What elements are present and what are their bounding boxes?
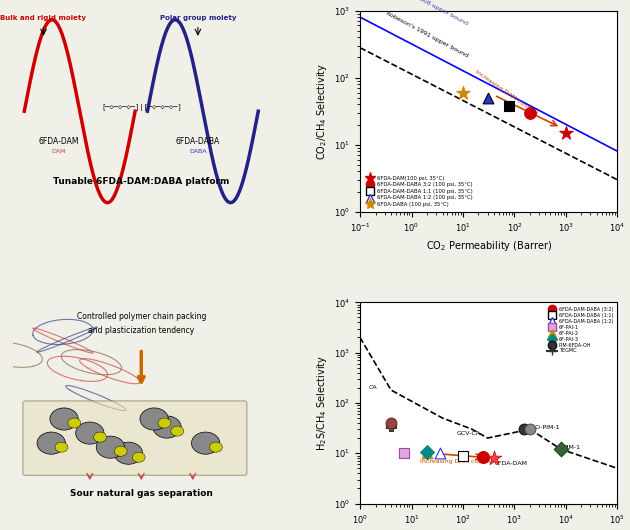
Y-axis label: CO$_2$/CH$_4$ Selectivity: CO$_2$/CH$_4$ Selectivity xyxy=(315,63,329,160)
Circle shape xyxy=(171,426,184,436)
Circle shape xyxy=(76,422,104,444)
Text: Increasing DAM content: Increasing DAM content xyxy=(420,460,496,464)
Point xyxy=(525,109,535,117)
PIM-1 xyxy=(556,445,566,454)
PIM-6FDA-OH xyxy=(518,425,529,434)
Text: Bulk and rigid moiety: Bulk and rigid moiety xyxy=(1,15,86,21)
Circle shape xyxy=(158,418,171,428)
Point xyxy=(561,129,571,137)
Circle shape xyxy=(50,408,78,430)
Text: PIM-1: PIM-1 xyxy=(564,445,581,450)
Circle shape xyxy=(68,418,81,428)
Text: GCV-CA: GCV-CA xyxy=(457,431,481,436)
Circle shape xyxy=(140,408,168,430)
Circle shape xyxy=(96,436,125,458)
Text: 6FDA-DAM: 6FDA-DAM xyxy=(38,137,79,146)
6FDA-DAM xyxy=(489,454,499,462)
Text: 6FDA-DABA: 6FDA-DABA xyxy=(176,137,220,146)
Text: and plasticization tendency: and plasticization tendency xyxy=(88,326,195,335)
Circle shape xyxy=(55,442,68,452)
Text: Increasing DAM content: Increasing DAM content xyxy=(474,68,539,116)
Circle shape xyxy=(94,432,106,442)
Circle shape xyxy=(192,432,220,454)
Circle shape xyxy=(37,432,66,454)
Point xyxy=(483,94,493,102)
6F-PAI-1 xyxy=(399,449,409,457)
Text: DABA: DABA xyxy=(189,149,207,154)
Text: Robeson's 2008 upper bound: Robeson's 2008 upper bound xyxy=(384,0,468,26)
Circle shape xyxy=(114,442,142,464)
6FDA-DAM-DABA (1:1) xyxy=(458,451,468,460)
Text: Sour natural gas separation: Sour natural gas separation xyxy=(70,489,213,498)
Text: 6FDA-DAM: 6FDA-DAM xyxy=(495,461,528,466)
Circle shape xyxy=(114,446,127,456)
6F-PAI-3 xyxy=(422,448,432,456)
Text: Controlled polymer chain packing: Controlled polymer chain packing xyxy=(77,312,206,321)
Text: [─◇─◇─◇─]|[─◇─◇─◇─]: [─◇─◇─◇─]|[─◇─◇─◇─] xyxy=(101,104,181,111)
X-axis label: CO$_2$ Permeability (Barrer): CO$_2$ Permeability (Barrer) xyxy=(426,240,552,253)
FancyBboxPatch shape xyxy=(23,401,247,475)
AO-PIM-1 xyxy=(525,425,535,434)
6F-PAI-2 xyxy=(422,449,432,457)
Text: CA: CA xyxy=(369,385,378,390)
Text: Polar group moiety: Polar group moiety xyxy=(159,15,236,21)
Text: Tunable 6FDA-DAM:DABA platform: Tunable 6FDA-DAM:DABA platform xyxy=(53,177,229,186)
Point xyxy=(505,102,515,110)
Legend: 6FDA-DAM-DABA (3:2), 6FDA-DAM-DABA (1:1), 6FDA-DAM-DABA (1:2), 6F-PAI-1, 6F-PAI-: 6FDA-DAM-DABA (3:2), 6FDA-DAM-DABA (1:1)… xyxy=(546,305,615,356)
Point xyxy=(458,89,468,97)
Y-axis label: H$_2$S/CH$_4$ Selectivity: H$_2$S/CH$_4$ Selectivity xyxy=(314,355,329,451)
Circle shape xyxy=(210,442,222,452)
Circle shape xyxy=(153,416,181,438)
Text: AO-PIM-1: AO-PIM-1 xyxy=(532,425,561,430)
CA xyxy=(386,419,396,427)
Circle shape xyxy=(132,452,145,462)
6FDA-DAM-DABA (3:2) xyxy=(478,453,488,461)
6FDA-DAM-DABA (1:2) xyxy=(435,449,445,457)
Text: Robeson's 1991 upper bound: Robeson's 1991 upper bound xyxy=(384,11,468,58)
Legend: 6FDA-DAM(100 psi, 35°C), 6FDA-DAM-DABA 3:2 (100 psi, 35°C), 6FDA-DAM-DABA 1:1 (1: 6FDA-DAM(100 psi, 35°C), 6FDA-DAM-DABA 3… xyxy=(363,174,475,209)
Text: DAM: DAM xyxy=(52,149,66,154)
TEGMC xyxy=(386,421,396,430)
